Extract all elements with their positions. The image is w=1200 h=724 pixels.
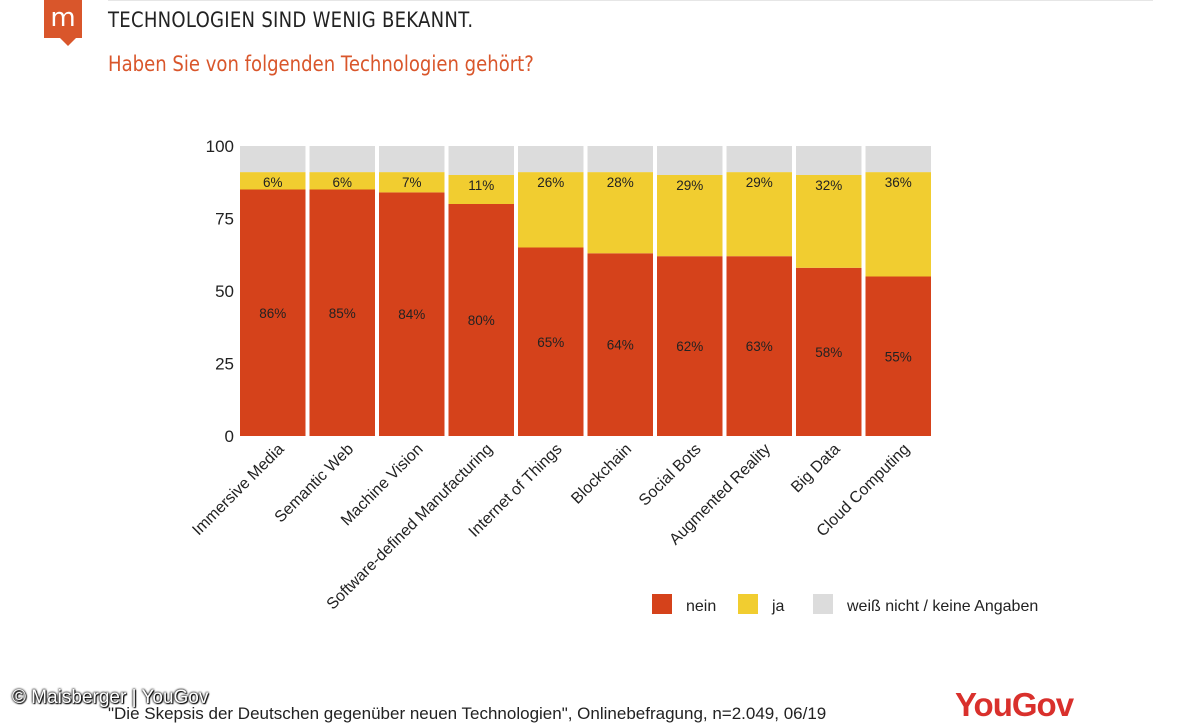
bar-segment-nein <box>657 256 723 436</box>
yougov-logo: YouGov <box>955 686 1074 723</box>
y-tick-label: 25 <box>215 355 234 374</box>
legend-swatch <box>738 594 758 614</box>
bar-segment-weiß <box>865 146 931 173</box>
bar-segment-weiß <box>448 146 514 175</box>
legend-label: nein <box>686 598 716 615</box>
bar-segment-nein <box>865 276 931 436</box>
legend-swatch <box>652 594 672 614</box>
x-category-label: Big Data <box>788 441 843 496</box>
bar-segment-nein <box>379 192 445 436</box>
header-rule <box>108 0 1153 1</box>
y-tick-label: 0 <box>225 427 234 446</box>
data-label: 84% <box>398 307 425 322</box>
data-label: 29% <box>746 175 773 190</box>
data-label: 55% <box>885 349 912 364</box>
data-label: 26% <box>537 175 564 190</box>
bar-segment-nein <box>240 189 306 436</box>
logo-icon: m <box>44 0 82 38</box>
y-tick-label: 100 <box>206 137 234 156</box>
copyright-watermark: © Maisberger | YouGov <box>12 687 209 708</box>
bar-segment-weiß <box>309 146 375 173</box>
bar-segment-weiß <box>240 146 306 173</box>
data-label: 85% <box>329 306 356 321</box>
data-label: 6% <box>263 175 283 190</box>
bar-segment-nein <box>796 267 862 436</box>
bar-segment-ja <box>587 172 653 254</box>
data-label: 11% <box>468 178 494 193</box>
data-label: 80% <box>468 313 495 328</box>
data-label: 63% <box>746 339 773 354</box>
bar-segment-nein <box>518 247 584 436</box>
data-label: 32% <box>815 178 842 193</box>
bar-segment-weiß <box>726 146 792 173</box>
page-subtitle: Haben Sie von folgenden Technologien geh… <box>108 52 534 76</box>
legend-label: weiß nicht / keine Angaben <box>846 598 1038 615</box>
legend-swatch <box>813 594 833 614</box>
data-label: 7% <box>402 175 422 190</box>
logo-tail <box>60 38 76 46</box>
bar-segment-ja <box>726 172 792 257</box>
y-tick-label: 50 <box>215 282 234 301</box>
y-tick-label: 75 <box>215 210 234 229</box>
data-label: 58% <box>815 345 842 360</box>
logo-letter: m <box>50 3 76 33</box>
x-category-label: Social Bots <box>636 441 705 510</box>
x-category-label: Immersive Media <box>189 441 287 539</box>
source-note: "Die Skepsis der Deutschen gegenüber neu… <box>108 704 827 723</box>
bar-segment-ja <box>657 175 723 257</box>
data-label: 86% <box>259 306 286 321</box>
bar-segment-weiß <box>587 146 653 173</box>
bar-segment-ja <box>865 172 931 277</box>
bar-segment-ja <box>240 172 306 190</box>
data-label: 64% <box>607 338 634 353</box>
bar-segment-ja <box>518 172 584 248</box>
legend-label: ja <box>771 598 785 615</box>
data-label: 29% <box>676 178 703 193</box>
bar-segment-weiß <box>796 146 862 175</box>
data-label: 28% <box>607 175 634 190</box>
bar-segment-nein <box>587 253 653 436</box>
bar-segment-weiß <box>379 146 445 173</box>
x-category-label: Blockchain <box>568 441 635 508</box>
bar-segment-nein <box>309 189 375 436</box>
bar-segment-ja <box>796 175 862 268</box>
page-title: TECHNOLOGIEN SIND WENIG BEKANNT. <box>108 8 474 32</box>
bar-segment-nein <box>448 204 514 436</box>
data-label: 36% <box>885 175 912 190</box>
data-label: 65% <box>537 335 564 350</box>
data-label: 6% <box>332 175 352 190</box>
data-label: 62% <box>676 339 703 354</box>
bar-segment-weiß <box>657 146 723 175</box>
bar-segment-ja <box>379 172 445 193</box>
bar-segment-ja <box>309 172 375 190</box>
bar-segment-ja <box>448 175 514 204</box>
bar-segment-weiß <box>518 146 584 173</box>
bar-segment-nein <box>726 256 792 436</box>
